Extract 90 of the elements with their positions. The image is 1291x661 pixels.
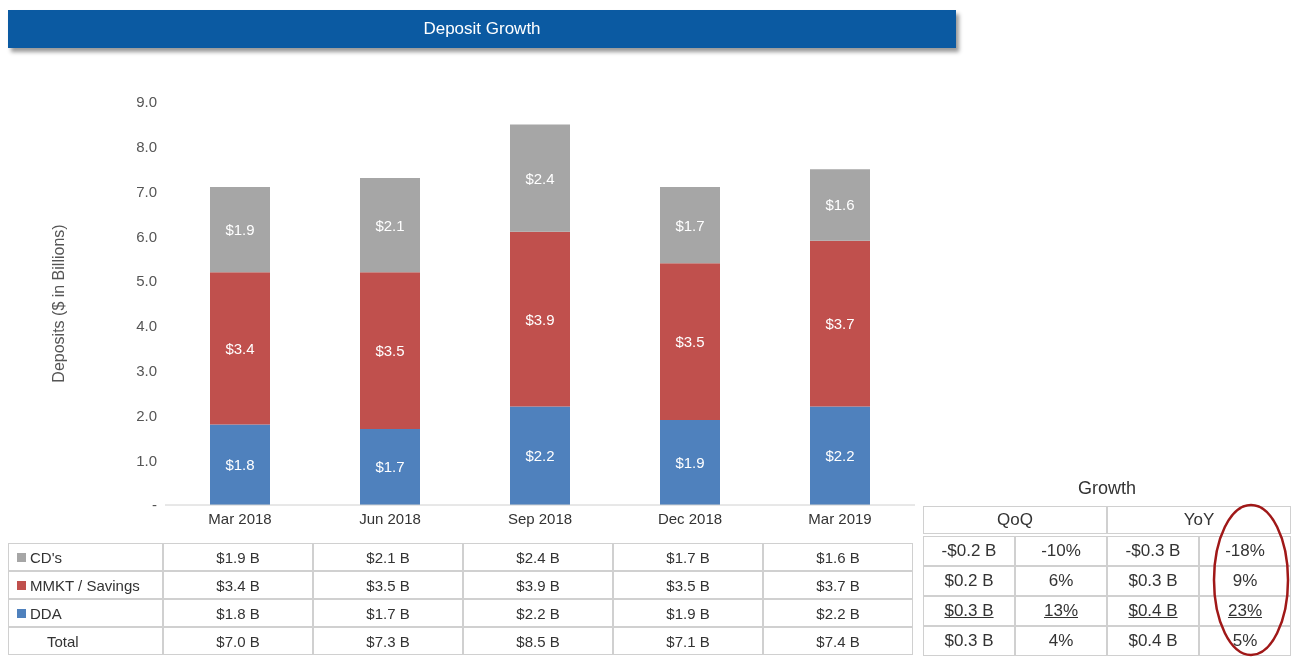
text: $1.9 B [613,599,763,627]
text: 4% [1015,626,1107,656]
text: 6% [1015,566,1107,596]
text: Growth [1077,478,1137,499]
data-label: $3.4 [225,339,255,357]
text: $0.3 B [1107,566,1199,596]
text: 9% [1199,566,1291,596]
text: $3.5 B [313,571,463,599]
bar [810,169,870,241]
text: $3.7 B [763,571,913,599]
y-tick-label: 9.0 [136,93,157,111]
text: $3.5 B [613,571,763,599]
text: Total [8,627,163,655]
text: $7.0 B [163,627,313,655]
y-tick-label: 7.0 [136,182,157,200]
bar [810,240,870,407]
data-label: $2.1 [375,216,405,234]
bar [210,187,270,273]
bar [660,263,720,420]
data-label: $1.7 [675,216,705,234]
text: $1.8 B [163,599,313,627]
data-label: $2.2 [825,447,855,465]
y-tick-label: 3.0 [136,361,157,379]
x-tick-label: Mar 2019 [808,509,872,527]
text: $0.3 B [923,596,1015,626]
text: $2.1 B [313,543,463,571]
text: $7.1 B [613,627,763,655]
text: $8.5 B [463,627,613,655]
text: -18% [1199,536,1291,566]
text: $0.4 B [1107,626,1199,656]
bar [510,124,570,232]
text: $1.9 B [163,543,313,571]
x-tick-label: Mar 2018 [208,509,272,527]
y-tick-label: 6.0 [136,227,157,245]
legend-label: DDA [30,604,62,622]
y-tick-label: 5.0 [136,272,157,290]
text: 23% [1199,596,1291,626]
text: $1.7 B [613,543,763,571]
text: $1.6 B [763,543,913,571]
data-label: $1.7 [375,458,405,476]
text: -10% [1015,536,1107,566]
data-label: $1.6 [825,196,855,214]
data-label: $3.5 [675,333,705,351]
bar [360,272,420,429]
bar [660,419,720,505]
data-label: $3.7 [825,315,855,333]
bar [510,406,570,505]
data-label: $3.5 [375,342,405,360]
data-label: $2.2 [525,447,555,465]
bar [660,187,720,264]
x-tick-label: Dec 2018 [657,509,723,527]
y-tick-label: - [152,496,157,514]
bar [360,178,420,273]
text: QoQ [923,506,1107,534]
text: $3.9 B [463,571,613,599]
legend-label: CD's [30,548,63,566]
text: $0.2 B [923,566,1015,596]
text: $2.2 B [463,599,613,627]
bar [360,428,420,505]
data-label: $1.9 [225,221,255,239]
y-tick-label: 2.0 [136,406,157,424]
bar [210,272,270,425]
text: 13% [1015,596,1107,626]
text: $1.7 B [313,599,463,627]
x-tick-label: Jun 2018 [359,509,421,527]
y-tick-label: 8.0 [136,138,157,156]
data-label: $1.9 [675,453,705,471]
chart-title: Deposit Growth [8,10,956,48]
data-label: $1.8 [225,456,255,474]
text: $7.3 B [313,627,463,655]
text: YoY [1107,506,1291,534]
legend-label: MMKT / Savings [30,576,140,594]
text: $2.2 B [763,599,913,627]
text: $7.4 B [763,627,913,655]
data-label: $2.4 [525,169,555,187]
text: 5% [1199,626,1291,656]
data-label: $3.9 [525,310,555,328]
text: $3.4 B [163,571,313,599]
x-tick-label: Sep 2018 [507,509,573,527]
text: $2.4 B [463,543,613,571]
text: $0.3 B [923,626,1015,656]
bar [210,424,270,505]
y-axis-title: Deposits ($ in Billions) [49,224,67,383]
y-tick-label: 4.0 [136,317,157,335]
text: -$0.2 B [923,536,1015,566]
y-tick-label: 1.0 [136,451,157,469]
text: $0.4 B [1107,596,1199,626]
text: -$0.3 B [1107,536,1199,566]
bar [510,231,570,407]
bar [810,406,870,505]
